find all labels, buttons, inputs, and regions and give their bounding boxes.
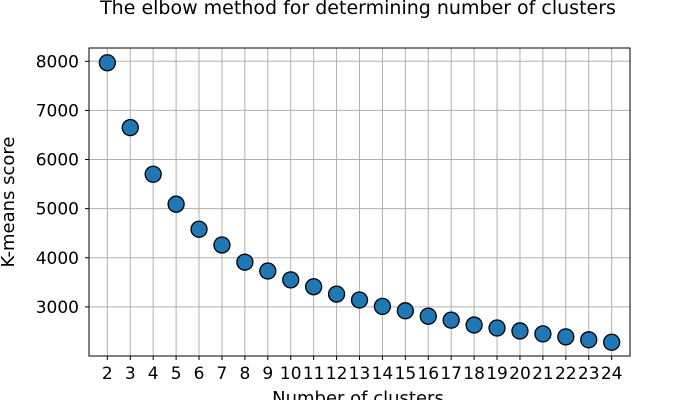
y-tick-label: 6000 bbox=[36, 151, 79, 171]
data-point bbox=[373, 297, 392, 316]
data-point bbox=[465, 316, 483, 334]
x-tick-label: 10 bbox=[280, 364, 302, 384]
x-tick-label: 19 bbox=[486, 364, 508, 384]
data-point bbox=[167, 195, 185, 213]
data-point bbox=[534, 325, 552, 343]
data-point bbox=[603, 333, 621, 351]
data-point bbox=[511, 322, 529, 340]
x-tick-label: 22 bbox=[555, 364, 577, 384]
x-tick-label: 16 bbox=[417, 364, 439, 384]
data-point bbox=[350, 291, 369, 309]
data-point bbox=[259, 262, 277, 280]
data-point bbox=[282, 271, 300, 289]
y-tick-label: 3000 bbox=[36, 298, 79, 318]
x-tick-label: 23 bbox=[578, 364, 600, 384]
x-tick-label: 24 bbox=[601, 364, 623, 384]
x-tick-label: 18 bbox=[463, 364, 485, 384]
data-point bbox=[236, 253, 254, 271]
x-tick-label: 21 bbox=[532, 364, 554, 384]
x-tick-label: 5 bbox=[171, 364, 182, 384]
y-tick-label: 4000 bbox=[36, 249, 79, 269]
x-tick-label: 9 bbox=[262, 364, 273, 384]
data-point bbox=[327, 285, 346, 303]
x-tick-label: 13 bbox=[349, 364, 371, 384]
data-point bbox=[98, 54, 116, 72]
x-tick-label: 15 bbox=[395, 364, 417, 384]
x-tick-label: 8 bbox=[239, 364, 250, 384]
data-point bbox=[419, 307, 437, 325]
x-tick-label: 6 bbox=[194, 364, 205, 384]
data-point bbox=[213, 236, 231, 254]
y-tick-label: 5000 bbox=[36, 200, 79, 220]
data-point bbox=[121, 118, 139, 137]
data-point bbox=[488, 319, 506, 337]
x-tick-label: 17 bbox=[440, 364, 462, 384]
x-tick-label: 3 bbox=[125, 364, 136, 384]
x-tick-label: 4 bbox=[148, 364, 159, 384]
chart-title: The elbow method for determining number … bbox=[99, 0, 616, 19]
x-tick-label: 11 bbox=[303, 364, 325, 384]
data-points bbox=[98, 54, 621, 351]
data-point bbox=[557, 328, 575, 346]
y-tick-label: 8000 bbox=[36, 52, 79, 72]
data-point bbox=[580, 331, 598, 349]
data-point bbox=[190, 220, 208, 238]
x-tick-label: 7 bbox=[217, 364, 228, 384]
x-tick-label: 2 bbox=[102, 364, 113, 384]
data-point bbox=[396, 302, 414, 320]
data-point bbox=[305, 278, 323, 296]
x-tick-label: 12 bbox=[326, 364, 348, 384]
x-tick-label: 14 bbox=[372, 364, 394, 384]
x-tick-label: 20 bbox=[509, 364, 531, 384]
y-axis-ticks: 3000 4000 5000 6000 7000 8000 bbox=[36, 52, 89, 318]
data-point bbox=[442, 311, 460, 329]
x-axis-label: Number of clusters bbox=[272, 388, 444, 400]
x-axis-ticks: 2 3 4 5 6 7 8 9 10 11 12 13 14 15 16 17 18 19 20 21 22 23 24 bbox=[102, 356, 623, 384]
y-axis-label: K-means score bbox=[0, 137, 19, 268]
y-tick-label: 7000 bbox=[36, 101, 79, 121]
data-point bbox=[144, 165, 162, 183]
